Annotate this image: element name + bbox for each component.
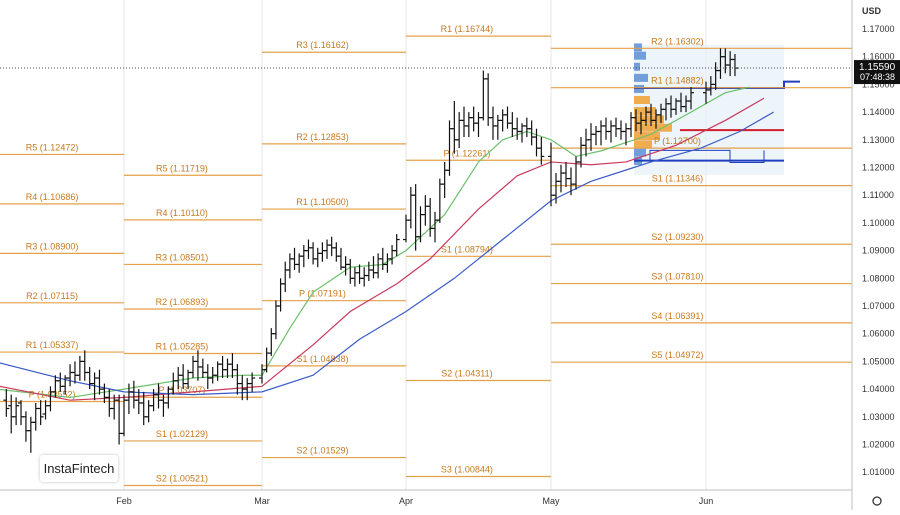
pivot-label: S2 (1.01529) (296, 446, 348, 456)
price-tick-label: 1.12000 (862, 163, 895, 173)
pivot-label: S1 (1.11346) (652, 174, 703, 184)
price-tick-label: 1.14000 (862, 107, 895, 117)
pivot-label: S3 (1.07810) (651, 272, 703, 282)
settings-icon[interactable] (872, 496, 882, 506)
price-tick-label: 1.02000 (862, 440, 895, 450)
price-tick-label: 1.10000 (862, 218, 895, 228)
pivot-label: S2 (1.00521) (156, 473, 208, 483)
currency-label: USD (862, 6, 882, 16)
volume-profile-bar (634, 43, 642, 52)
pivot-label: R2 (1.07115) (26, 291, 78, 301)
price-tick-label: 1.07000 (862, 301, 895, 311)
volume-profile-bar (634, 140, 652, 149)
time-tick-label: May (542, 496, 560, 506)
pivot-label: R1 (1.05285) (156, 342, 209, 352)
pivot-label: R1 (1.14882) (651, 76, 704, 86)
volume-profile-bar (634, 73, 648, 82)
pivot-label: S1 (1.08794) (441, 244, 493, 254)
volume-profile-bar (634, 62, 640, 71)
price-tick-label: 1.01000 (862, 467, 895, 477)
watermark-logo: InstaFintech (40, 455, 118, 482)
current-price-value: 1.15590 (859, 62, 896, 73)
pivot-label: P (1.03552) (29, 390, 76, 400)
pivot-label: S5 (1.04972) (651, 350, 703, 360)
pivot-label: R2 (1.16302) (651, 36, 704, 46)
price-tick-label: 1.13000 (862, 135, 895, 145)
pivot-label: R5 (1.12472) (26, 142, 79, 152)
pivot-label: R4 (1.10686) (26, 192, 79, 202)
time-tick-label: Jun (699, 496, 714, 506)
pivot-label: R1 (1.16744) (441, 24, 494, 34)
volume-profile-bar (634, 96, 650, 105)
price-tick-label: 1.16000 (862, 52, 895, 62)
current-price-tag (854, 60, 900, 85)
volume-profile-bar (634, 123, 672, 132)
pivot-label: S1 (1.02129) (156, 429, 208, 439)
pivot-label: S2 (1.04311) (441, 368, 492, 378)
pivot-label: P (1.07191) (299, 289, 346, 299)
price-countdown: 07:48:38 (860, 72, 895, 82)
time-tick-label: Mar (254, 496, 270, 506)
time-tick-label: Apr (399, 496, 413, 506)
volume-profile-bar (634, 51, 646, 60)
price-tick-label: 1.08000 (862, 273, 895, 283)
pivot-label: R5 (1.11719) (156, 163, 208, 173)
volume-profile-bar (634, 115, 664, 124)
pivot-label: R3 (1.16162) (296, 40, 349, 50)
price-tick-label: 1.17000 (862, 24, 895, 34)
pivot-label: S1 (1.04838) (296, 354, 348, 364)
price-tick-label: 1.09000 (862, 246, 895, 256)
time-tick-label: Feb (116, 496, 132, 506)
pivot-label: R2 (1.12853) (296, 132, 349, 142)
pivot-label: R1 (1.10500) (296, 197, 349, 207)
pivot-label: R3 (1.08501) (156, 252, 209, 262)
pivot-label: R2 (1.06893) (156, 297, 209, 307)
pivot-label: S3 (1.00844) (441, 465, 493, 475)
price-tick-label: 1.15000 (862, 79, 895, 89)
pivot-label: P (1.03707) (159, 385, 206, 395)
profile-outline (634, 149, 765, 164)
price-tick-label: 1.05000 (862, 356, 895, 366)
pivot-label: R3 (1.08900) (26, 241, 79, 251)
price-tick-label: 1.03000 (862, 412, 895, 422)
price-tick-label: 1.06000 (862, 329, 895, 339)
volume-profile-bar (634, 107, 656, 116)
pivot-label: S2 (1.09230) (651, 232, 703, 242)
pivot-label: R4 (1.10110) (156, 208, 208, 218)
pivot-label: R1 (1.05337) (26, 340, 79, 350)
pivot-label: P (1.12261) (443, 148, 490, 158)
price-tick-label: 1.04000 (862, 384, 895, 394)
volume-profile-bar (634, 148, 646, 157)
pivot-label: P (1.12700) (654, 136, 701, 146)
volume-profile-area (634, 45, 784, 175)
price-tick-label: 1.11000 (862, 190, 894, 200)
pivot-label: S4 (1.06391) (651, 311, 703, 321)
